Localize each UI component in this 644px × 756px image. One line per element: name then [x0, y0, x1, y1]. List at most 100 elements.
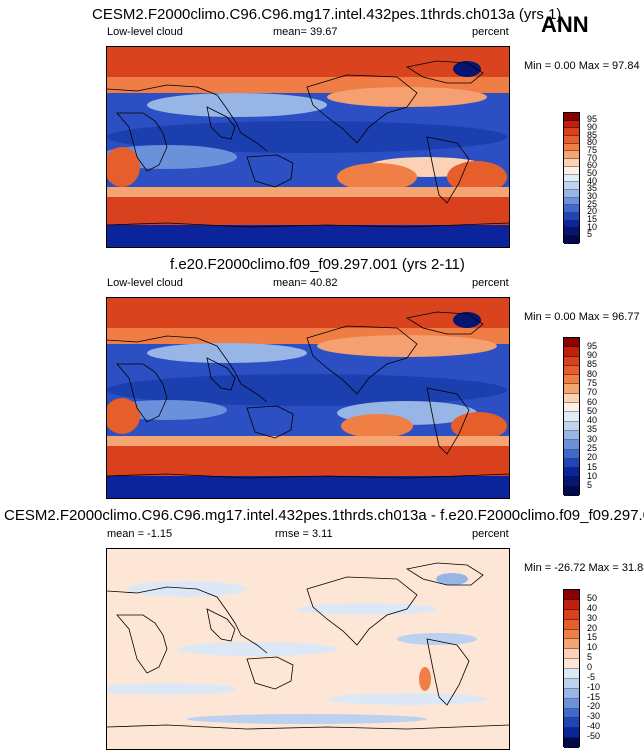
panel2-title: f.e20.F2000climo.f09_f09.297.001 (yrs 2-…: [170, 256, 465, 273]
panel1-colorbar-swatch: [564, 128, 579, 137]
panel2-colorbar-tick: 80: [587, 369, 598, 379]
panel3-colorbar-swatch: [564, 738, 579, 748]
panel2-minmax: Min = 0.00 Max = 96.77: [524, 311, 640, 323]
panel3-colorbar-swatch: [564, 659, 579, 669]
panel1-units-label: percent: [472, 26, 509, 38]
panel3-colorbar-swatch: [564, 728, 579, 739]
panel1-colorbar-swatch: [564, 236, 579, 244]
panel1-colorbar-tick: 85: [587, 130, 598, 140]
panel1-colorbar-swatch: [564, 182, 579, 190]
panel3-colorbar-tick: 20: [587, 623, 598, 633]
panel1-colorbar-swatch: [564, 113, 579, 121]
panel2-colorbar-tick: 30: [587, 434, 598, 444]
panel3-minmax: Min = -26.72 Max = 31.88: [524, 562, 644, 574]
panel1-colorbar-swatch: [564, 174, 579, 183]
panel1-colorbar-tick: 50: [587, 168, 598, 178]
panel2-colorbar-tick: 50: [587, 406, 598, 416]
panel2-colorbar-tick: 95: [587, 341, 598, 351]
panel3-colorbar-swatch: [564, 708, 579, 719]
panel2-field-label: Low-level cloud: [107, 277, 183, 289]
panel2-colorbar-swatch: [564, 403, 579, 413]
panel2-mean-label: mean= 40.82: [273, 277, 338, 289]
panel2-colorbar-swatch: [564, 347, 579, 357]
panel3-title: CESM2.F2000climo.C96.C96.mg17.intel.432p…: [4, 507, 644, 524]
panel1-colorbar-tick: 20: [587, 206, 598, 216]
panel2-colorbar-swatch: [564, 440, 579, 450]
panel3-colorbar-tick: 15: [587, 632, 598, 642]
panel1-colorbar-tick: 80: [587, 137, 598, 147]
panel3-map-field: [107, 549, 509, 749]
panel1-minmax: Min = 0.00 Max = 97.84: [524, 60, 640, 72]
panel3-colorbar: [563, 589, 580, 748]
season-label: ANN: [541, 12, 589, 37]
panel1-colorbar-swatch: [564, 120, 579, 129]
panel2-colorbar-tick: 25: [587, 443, 598, 453]
panel3-map: [106, 548, 510, 750]
panel2-colorbar-swatch: [564, 338, 579, 348]
panel1-colorbar-swatch: [564, 189, 579, 198]
panel3-colorbar-swatch: [564, 590, 579, 600]
panel3-colorbar-tick: 0: [587, 662, 593, 672]
panel1-colorbar: [563, 112, 580, 244]
panel1-map: [106, 46, 510, 248]
panel2-colorbar-tick: 90: [587, 350, 598, 360]
panel3-colorbar-swatch: [564, 669, 579, 679]
panel1-colorbar-swatch: [564, 143, 579, 152]
panel1-colorbar-swatch: [564, 166, 579, 175]
panel3-colorbar-tick: -5: [587, 672, 596, 682]
panel3-colorbar-tick: -20: [587, 701, 601, 711]
panel2-colorbar-swatch: [564, 412, 579, 422]
panel3-colorbar-tick: 5: [587, 652, 593, 662]
panel1-colorbar-tick: 30: [587, 191, 598, 201]
panel2-colorbar-swatch: [564, 468, 579, 478]
panel1-map-field: [107, 47, 509, 247]
panel3-colorbar-tick: 50: [587, 593, 598, 603]
panel1-colorbar-swatch: [564, 159, 579, 167]
panel1-colorbar-tick: 15: [587, 214, 598, 224]
panel3-colorbar-tick: -15: [587, 692, 601, 702]
panel2-colorbar-tick: 5: [587, 480, 593, 490]
panel1-colorbar-swatch: [564, 151, 579, 160]
panel2-colorbar-swatch: [564, 384, 579, 394]
panel1-colorbar-tick: 5: [587, 229, 593, 239]
panel3-colorbar-swatch: [564, 599, 579, 610]
panel3-colorbar-swatch: [564, 649, 579, 660]
panel1-title: CESM2.F2000climo.C96.C96.mg17.intel.432p…: [92, 6, 562, 23]
panel2-colorbar-tick: 40: [587, 415, 598, 425]
panel3-colorbar-tick: -10: [587, 682, 601, 692]
panel3-colorbar-tick: -40: [587, 721, 601, 731]
panel3-mean-label: mean = -1.15: [107, 528, 173, 540]
panel1-colorbar-swatch: [564, 220, 579, 229]
panel2-colorbar-swatch: [564, 486, 579, 497]
panel2-map-field: [107, 298, 509, 498]
panel2-colorbar-tick: 15: [587, 462, 598, 472]
panel3-colorbar-swatch: [564, 718, 579, 729]
panel2-colorbar-tick: 85: [587, 359, 598, 369]
panel2-colorbar-tick: 75: [587, 378, 598, 388]
panel2-colorbar-tick: 70: [587, 387, 598, 397]
panel3-colorbar-swatch: [564, 688, 579, 699]
panel3-colorbar-tick: 10: [587, 642, 598, 652]
panel2-colorbar-swatch: [564, 449, 579, 459]
panel3-colorbar-tick: -30: [587, 711, 601, 721]
panel2-units-label: percent: [472, 277, 509, 289]
panel1-field-label: Low-level cloud: [107, 26, 183, 38]
panel1-colorbar-tick: 60: [587, 160, 598, 170]
panel1-colorbar-tick: 70: [587, 153, 598, 163]
panel2-colorbar-swatch: [564, 430, 579, 441]
panel2-colorbar-swatch: [564, 393, 579, 404]
panel1-colorbar-swatch: [564, 228, 579, 236]
panel1-colorbar-tick: 75: [587, 145, 598, 155]
panel1-mean-label: mean= 39.67: [273, 26, 338, 38]
panel2-colorbar-swatch: [564, 365, 579, 376]
panel2-colorbar-tick: 10: [587, 471, 598, 481]
panel1-colorbar-swatch: [564, 205, 579, 213]
panel3-colorbar-tick: 40: [587, 603, 598, 613]
panel3-colorbar-swatch: [564, 619, 579, 630]
panel2-colorbar-swatch: [564, 421, 579, 431]
panel1-colorbar-tick: 40: [587, 176, 598, 186]
panel1-colorbar-tick: 10: [587, 222, 598, 232]
panel3-rmse-label: rmse = 3.11: [275, 528, 333, 540]
panel2-colorbar: [563, 337, 580, 497]
panel3-colorbar-swatch: [564, 629, 579, 640]
